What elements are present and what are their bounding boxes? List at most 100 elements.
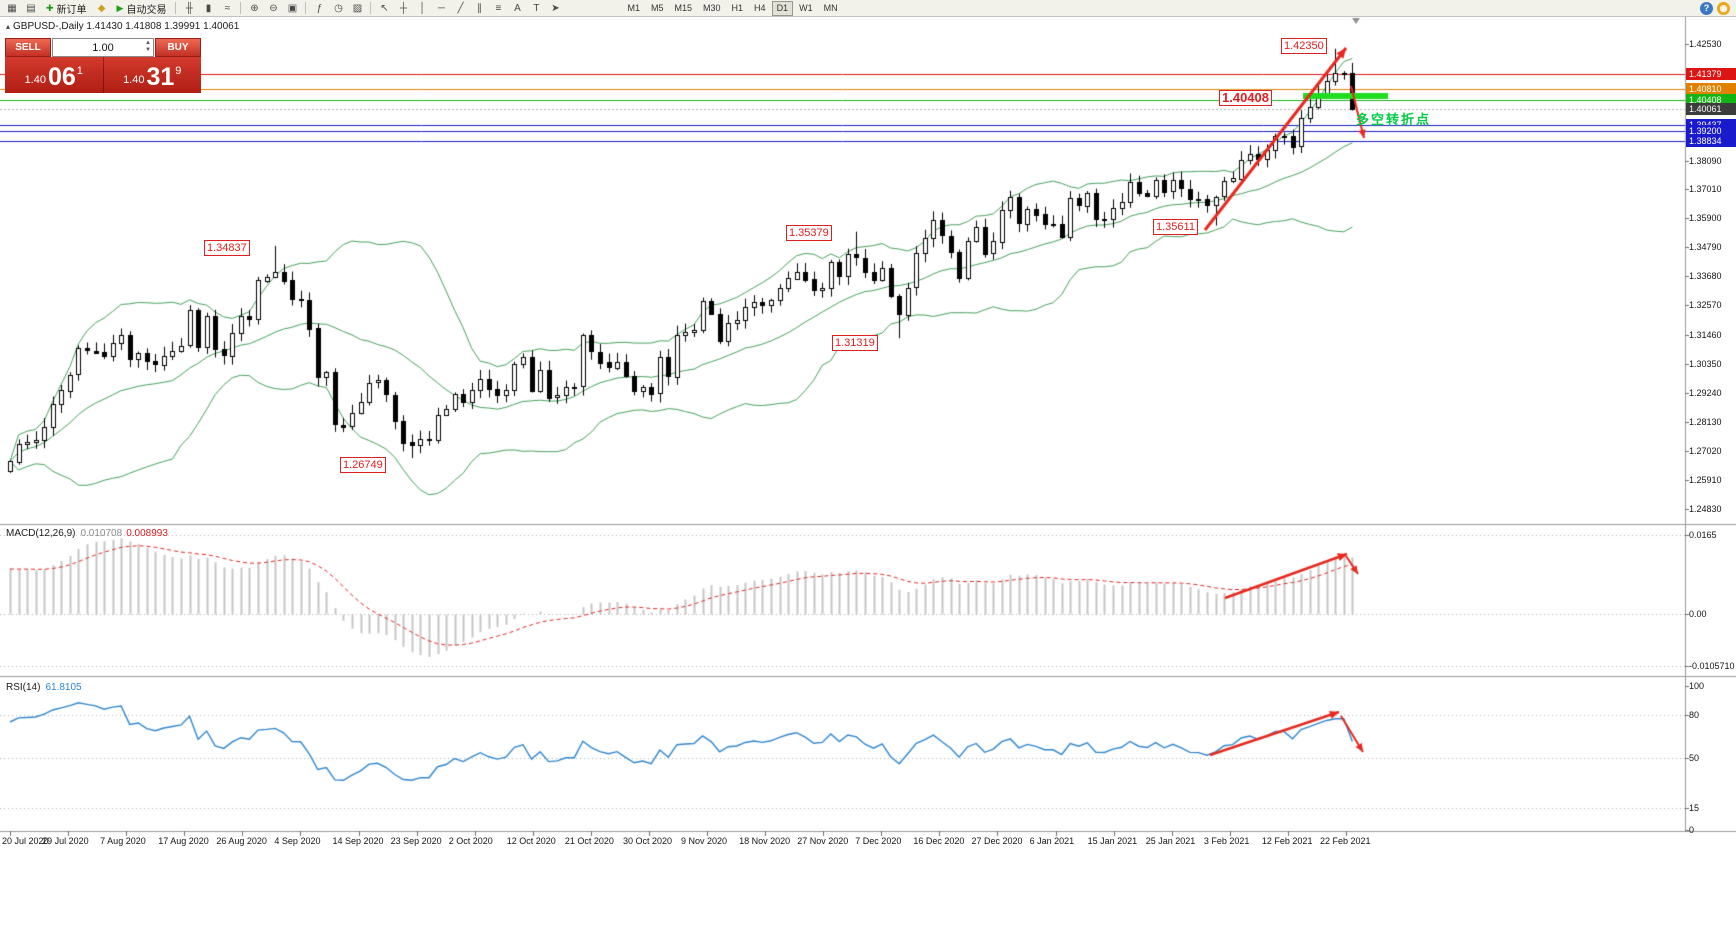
date-label: 2 Oct 2020 [448, 836, 493, 846]
new-chart-icon[interactable]: ▦ [7, 2, 17, 14]
auto-trading-icon: ▶ [116, 2, 124, 13]
date-label: 30 Oct 2020 [622, 836, 672, 846]
price-annotation[interactable]: 1.35379 [786, 225, 832, 241]
rsi-value: 61.8105 [45, 682, 82, 693]
templates-icon[interactable]: ▨ [352, 2, 363, 14]
date-label: 23 Sep 2020 [390, 836, 442, 846]
price-axis-label: 1.33680 [1689, 271, 1722, 282]
date-label: 25 Jan 2021 [1145, 836, 1196, 846]
price-axis-label: 1.24830 [1689, 503, 1722, 514]
timeframe-mn-button[interactable]: MN [823, 3, 838, 13]
date-label: 12 Feb 2021 [1261, 836, 1313, 846]
timeframe-m30-button[interactable]: M30 [703, 3, 721, 13]
rsi-axis-label: 50 [1689, 753, 1700, 763]
timeframe-h1-button[interactable]: H1 [731, 3, 744, 13]
help-icon[interactable]: ? [1700, 1, 1713, 15]
date-label: 3 Feb 2021 [1203, 836, 1250, 846]
date-label: 4 Sep 2020 [274, 836, 321, 846]
timeframe-h4-button[interactable]: H4 [754, 3, 766, 13]
tile-windows-icon[interactable]: ▣ [287, 2, 298, 14]
rsi-axis-label: 100 [1689, 681, 1705, 691]
price-annotation[interactable]: 1.26749 [340, 457, 386, 473]
macd-axis-label: 0.00 [1689, 609, 1707, 620]
line-chart-mode-icon[interactable]: ≈ [224, 2, 231, 14]
timeframe-m1-button[interactable]: M1 [627, 3, 640, 13]
timeframe-m15-button[interactable]: M15 [674, 3, 693, 13]
rsi-title: RSI(14) [6, 682, 41, 693]
vertical-line-icon[interactable]: │ [419, 2, 426, 14]
date-label: 26 Aug 2020 [216, 836, 267, 846]
profiles-icon[interactable]: ▤ [26, 2, 36, 14]
date-label: 21 Oct 2020 [564, 836, 614, 846]
macd-main-value: 0.010708 [80, 528, 123, 539]
date-label: 14 Sep 2020 [332, 836, 384, 846]
symbol-header: ▴ GBPUSD-,Daily 1.41430 1.41808 1.39991 1… [6, 21, 239, 32]
volume-stepper[interactable]: ▲ ▼ [145, 40, 151, 54]
macd-header: MACD(12,26,9) 0.010708 0.008993 [6, 528, 168, 539]
price-axis-badge: 1.40408 [1686, 93, 1736, 106]
macd-signal-value: 0.008993 [126, 528, 168, 539]
crosshair-icon[interactable]: ┼ [399, 2, 408, 14]
volume-down-icon[interactable]: ▼ [145, 47, 151, 53]
date-label: 9 Nov 2020 [681, 836, 728, 846]
rsi-axis-label: 15 [1689, 803, 1700, 814]
price-annotation[interactable]: 1.42350 [1281, 38, 1327, 54]
text-icon[interactable]: A [514, 2, 521, 14]
trendline-icon[interactable]: ╱ [457, 2, 464, 14]
price-annotation[interactable]: 1.40408 [1219, 90, 1272, 106]
macd-axis-label: -0.0105710 [1689, 660, 1735, 671]
candlestick-mode-icon[interactable]: ▮ [205, 2, 212, 14]
rsi-axis-label: 0 [1689, 825, 1695, 835]
price-axis-badge: 1.39200 [1686, 125, 1736, 138]
bar-chart-mode-icon[interactable]: ╫ [185, 2, 194, 14]
buy-price-big: 31 [146, 63, 175, 91]
community-icon[interactable]: ◉ [1717, 1, 1730, 15]
date-label: 22 Feb 2021 [1320, 836, 1371, 846]
indicators-icon[interactable]: ƒ [316, 2, 323, 14]
volume-up-icon[interactable]: ▲ [145, 40, 151, 46]
new-order-button[interactable]: ✚ 新订单 [41, 1, 92, 16]
price-axis-label: 1.35900 [1689, 212, 1722, 223]
note-text[interactable]: 多空转折点 [1356, 112, 1432, 127]
price-axis-badge: 1.40061 [1686, 102, 1736, 115]
periods-icon[interactable]: ◷ [334, 2, 343, 14]
buy-price[interactable]: 1.40 31 9 [104, 57, 202, 93]
price-annotation[interactable]: 1.31319 [832, 335, 878, 351]
zoom-in-icon[interactable]: ⊕ [250, 2, 259, 14]
sell-price[interactable]: 1.40 06 1 [5, 57, 104, 93]
rsi-header: RSI(14) 61.8105 [6, 682, 82, 693]
timeframe-m5-button[interactable]: M5 [650, 3, 664, 13]
fibonacci-icon[interactable]: ≡ [495, 2, 502, 14]
auto-trading-button[interactable]: ▶ 自动交易 [112, 1, 172, 16]
date-label: 29 Jul 2020 [42, 836, 89, 846]
sell-button[interactable]: SELL [5, 38, 51, 57]
price-annotation[interactable]: 1.34837 [204, 240, 250, 256]
sell-price-big: 06 [47, 63, 76, 91]
arrows-tool-icon[interactable]: ➤ [551, 2, 560, 14]
volume-input[interactable]: 1.00 ▲ ▼ [52, 38, 154, 57]
timeframe-d1-button[interactable]: D1 [771, 0, 794, 16]
price-axis-label: 1.29240 [1689, 387, 1722, 398]
timeframe-w1-button[interactable]: W1 [799, 3, 813, 13]
price-annotation[interactable]: 1.35611 [1153, 219, 1198, 235]
date-label: 27 Dec 2020 [971, 836, 1023, 846]
expert-advisors-icon[interactable]: ◆ [97, 2, 106, 14]
text-label-icon[interactable]: T [533, 2, 540, 14]
price-axis-badge: 1.38834 [1686, 134, 1736, 147]
toolbar: ▦ ▤ ✚ 新订单 ◆ ▶ 自动交易 ╫ ▮ ≈ ⊕ ⊖ ▣ ƒ ◷ ▨ ↖ ┼ │ ─ ╱ ∥ ≡ A T ➤ M1 M5 M15 M3… [0, 0, 1736, 17]
price-axis-badge: 1.41379 [1686, 68, 1736, 81]
price-axis-label: 1.30350 [1689, 358, 1722, 369]
volume-value[interactable]: 1.00 [92, 41, 114, 54]
price-axis-label: 1.28130 [1689, 416, 1722, 427]
one-click-collapse-icon[interactable]: ▴ [6, 22, 11, 31]
zoom-out-icon[interactable]: ⊖ [269, 2, 278, 14]
date-label: 6 Jan 2021 [1029, 836, 1075, 846]
date-label: 27 Nov 2020 [797, 836, 849, 846]
buy-button[interactable]: BUY [155, 38, 201, 57]
price-axis-label: 1.27020 [1689, 446, 1722, 457]
cursor-icon[interactable]: ↖ [380, 2, 389, 14]
horizontal-line-icon[interactable]: ─ [437, 2, 446, 14]
channel-icon[interactable]: ∥ [476, 2, 482, 14]
date-label: 15 Jan 2021 [1087, 836, 1138, 846]
